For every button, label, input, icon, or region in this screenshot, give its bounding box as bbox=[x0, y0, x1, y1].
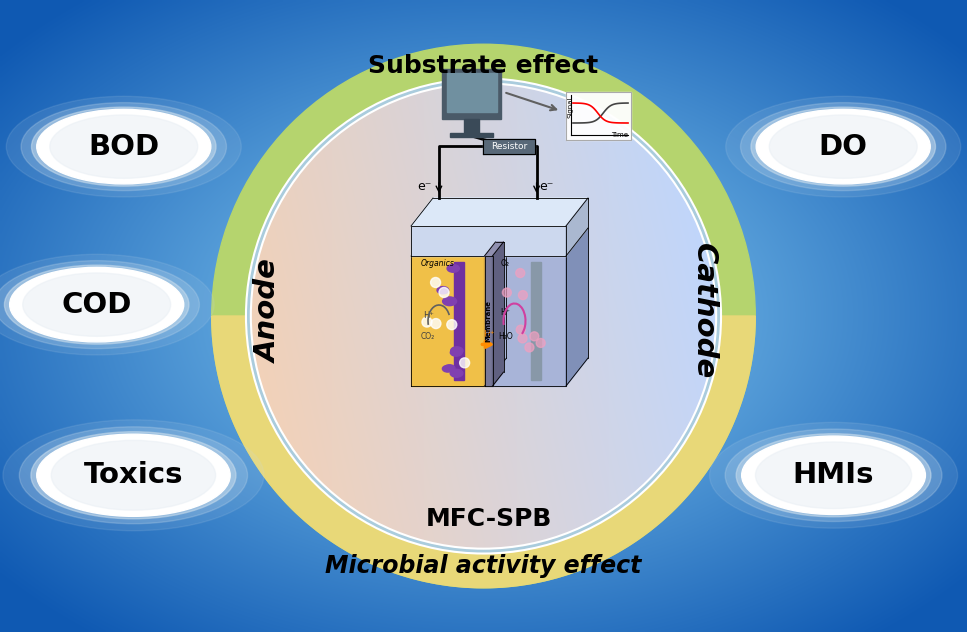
Text: Microbial activity effect: Microbial activity effect bbox=[325, 554, 642, 578]
Ellipse shape bbox=[0, 260, 199, 349]
Polygon shape bbox=[566, 92, 631, 140]
Ellipse shape bbox=[741, 102, 946, 191]
Circle shape bbox=[518, 291, 527, 300]
Ellipse shape bbox=[451, 369, 463, 377]
Circle shape bbox=[515, 269, 525, 277]
Ellipse shape bbox=[755, 442, 912, 509]
Ellipse shape bbox=[447, 265, 459, 272]
Polygon shape bbox=[484, 242, 504, 256]
Text: H₂O: H₂O bbox=[499, 332, 513, 341]
Text: MFC-SPB: MFC-SPB bbox=[425, 507, 552, 531]
Text: Substrate effect: Substrate effect bbox=[368, 54, 599, 78]
Text: H⁺: H⁺ bbox=[423, 312, 434, 320]
Text: Membrane: Membrane bbox=[485, 300, 491, 342]
Ellipse shape bbox=[3, 420, 264, 531]
Ellipse shape bbox=[6, 96, 242, 197]
Text: H⁺: H⁺ bbox=[483, 331, 494, 339]
Text: Cathode: Cathode bbox=[689, 243, 718, 379]
Text: Resistor: Resistor bbox=[490, 142, 527, 150]
Text: DO: DO bbox=[819, 133, 867, 161]
Ellipse shape bbox=[19, 427, 248, 524]
Text: Toxics: Toxics bbox=[84, 461, 183, 489]
Circle shape bbox=[212, 44, 755, 588]
Text: Time: Time bbox=[611, 132, 628, 138]
Text: O₂: O₂ bbox=[501, 259, 510, 268]
Ellipse shape bbox=[751, 107, 935, 186]
Ellipse shape bbox=[37, 434, 230, 516]
Ellipse shape bbox=[37, 109, 211, 184]
Polygon shape bbox=[450, 133, 493, 137]
Circle shape bbox=[525, 343, 534, 352]
Polygon shape bbox=[411, 256, 484, 386]
Ellipse shape bbox=[437, 286, 449, 294]
Text: BOD: BOD bbox=[88, 133, 160, 161]
Ellipse shape bbox=[31, 432, 236, 519]
Circle shape bbox=[439, 288, 449, 298]
Ellipse shape bbox=[21, 102, 226, 191]
Ellipse shape bbox=[51, 441, 216, 510]
Ellipse shape bbox=[742, 436, 925, 514]
Text: Organics: Organics bbox=[421, 259, 454, 268]
Ellipse shape bbox=[451, 347, 463, 355]
Ellipse shape bbox=[0, 254, 215, 355]
Polygon shape bbox=[483, 138, 535, 154]
Polygon shape bbox=[484, 228, 507, 386]
Text: e⁻: e⁻ bbox=[540, 180, 554, 193]
Ellipse shape bbox=[23, 273, 171, 336]
Ellipse shape bbox=[451, 349, 462, 356]
Text: COD: COD bbox=[62, 291, 132, 319]
Polygon shape bbox=[442, 69, 502, 119]
Circle shape bbox=[430, 277, 441, 288]
Polygon shape bbox=[566, 228, 588, 386]
Polygon shape bbox=[411, 226, 566, 256]
Ellipse shape bbox=[32, 107, 216, 186]
Circle shape bbox=[503, 288, 512, 297]
Text: CO₂: CO₂ bbox=[421, 332, 435, 341]
Circle shape bbox=[431, 319, 441, 329]
Text: Anode: Anode bbox=[254, 259, 282, 363]
Polygon shape bbox=[212, 316, 755, 588]
Circle shape bbox=[536, 339, 545, 348]
Ellipse shape bbox=[443, 365, 454, 372]
Circle shape bbox=[518, 334, 527, 343]
Ellipse shape bbox=[725, 96, 961, 197]
Circle shape bbox=[249, 81, 718, 551]
Ellipse shape bbox=[736, 434, 931, 517]
Polygon shape bbox=[454, 262, 463, 380]
Ellipse shape bbox=[443, 297, 456, 306]
Ellipse shape bbox=[725, 429, 942, 521]
Circle shape bbox=[447, 320, 456, 330]
Polygon shape bbox=[411, 228, 507, 256]
Polygon shape bbox=[484, 256, 492, 386]
Polygon shape bbox=[411, 198, 588, 226]
Polygon shape bbox=[492, 256, 566, 386]
Ellipse shape bbox=[50, 115, 198, 178]
Text: e⁻: e⁻ bbox=[418, 180, 432, 193]
Polygon shape bbox=[492, 242, 504, 386]
Text: HMIs: HMIs bbox=[793, 461, 874, 489]
Ellipse shape bbox=[445, 365, 454, 372]
Ellipse shape bbox=[5, 265, 189, 344]
Circle shape bbox=[422, 317, 432, 327]
Polygon shape bbox=[447, 73, 496, 111]
Circle shape bbox=[530, 332, 539, 341]
Ellipse shape bbox=[710, 422, 957, 528]
Ellipse shape bbox=[10, 267, 184, 342]
Circle shape bbox=[516, 325, 525, 334]
Polygon shape bbox=[464, 119, 479, 133]
Polygon shape bbox=[566, 198, 588, 256]
Polygon shape bbox=[531, 262, 541, 380]
Ellipse shape bbox=[756, 109, 930, 184]
Polygon shape bbox=[492, 228, 588, 256]
Ellipse shape bbox=[770, 115, 918, 178]
Circle shape bbox=[459, 358, 470, 368]
Text: H⁺: H⁺ bbox=[501, 308, 511, 317]
Text: Signal: Signal bbox=[568, 96, 574, 118]
